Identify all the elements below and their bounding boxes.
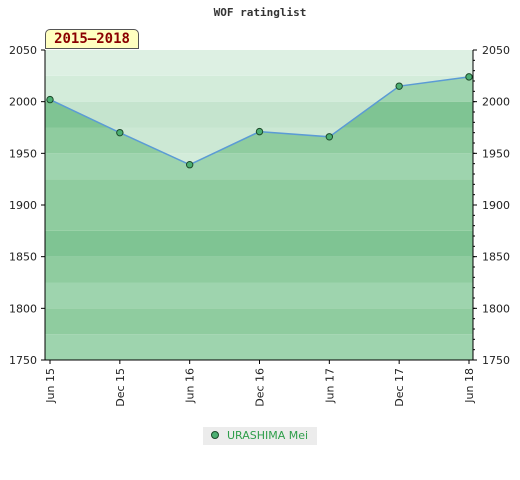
y-tick-label-right: 1850: [482, 251, 510, 264]
background-band: [45, 256, 473, 283]
chart-title: WOF ratinglist: [213, 6, 307, 19]
y-tick-label-right: 2050: [482, 44, 510, 57]
data-point[interactable]: [465, 73, 473, 81]
y-tick-label-left: 1800: [9, 302, 37, 315]
legend-marker-icon: [211, 431, 219, 439]
y-tick-label-right: 1950: [482, 147, 510, 160]
x-ticks: Jun 15 Dec 15 Jun 16 Dec 16 Jun 17 Dec 17 Jun …: [44, 360, 476, 407]
x-tick-label: Jun 15: [44, 368, 57, 404]
x-tick-label: Jun 16: [184, 368, 197, 404]
background-band: [45, 308, 473, 335]
area-above-line: [45, 50, 473, 165]
y-tick-label-right: 1900: [482, 199, 510, 212]
data-point[interactable]: [395, 82, 403, 90]
x-tick-label: Dec 16: [254, 368, 267, 407]
x-tick-label: Dec 17: [393, 368, 406, 407]
y-tick-label-right: 1800: [482, 302, 510, 315]
y-tick-label-right: 1750: [482, 354, 510, 367]
x-tick-label: Jun 18: [463, 368, 476, 404]
y-tick-label-left: 1850: [9, 251, 37, 264]
data-point[interactable]: [185, 161, 194, 169]
background-band: [45, 334, 473, 360]
period-badge: 2015–2018: [45, 29, 139, 49]
x-tick-label: Dec 15: [114, 368, 127, 407]
background-band: [45, 205, 473, 231]
background-band: [45, 282, 473, 309]
background-band: [45, 179, 473, 205]
data-point[interactable]: [116, 128, 124, 137]
data-markers: [46, 73, 473, 169]
data-point[interactable]: [46, 95, 54, 104]
y-tick-label-right: 2000: [482, 96, 510, 109]
y-tick-label-left: 2000: [9, 96, 37, 109]
y-tick-label-left: 1900: [9, 199, 37, 212]
legend[interactable]: URASHIMA Mei: [203, 427, 317, 445]
data-point[interactable]: [325, 133, 334, 141]
background-band: [45, 153, 473, 180]
y-tick-label-left: 1950: [9, 147, 37, 160]
y-tick-label-left: 1750: [9, 354, 37, 367]
x-tick-label: Jun 17: [323, 368, 336, 404]
y-tick-label-left: 2050: [9, 44, 37, 57]
data-point[interactable]: [255, 127, 264, 136]
y-ticks: 1750 1750 1800 1800 1850 1850 1900 1900 1950 1950…: [9, 44, 510, 367]
background-band: [45, 230, 473, 257]
legend-label: URASHIMA Mei: [227, 429, 309, 442]
